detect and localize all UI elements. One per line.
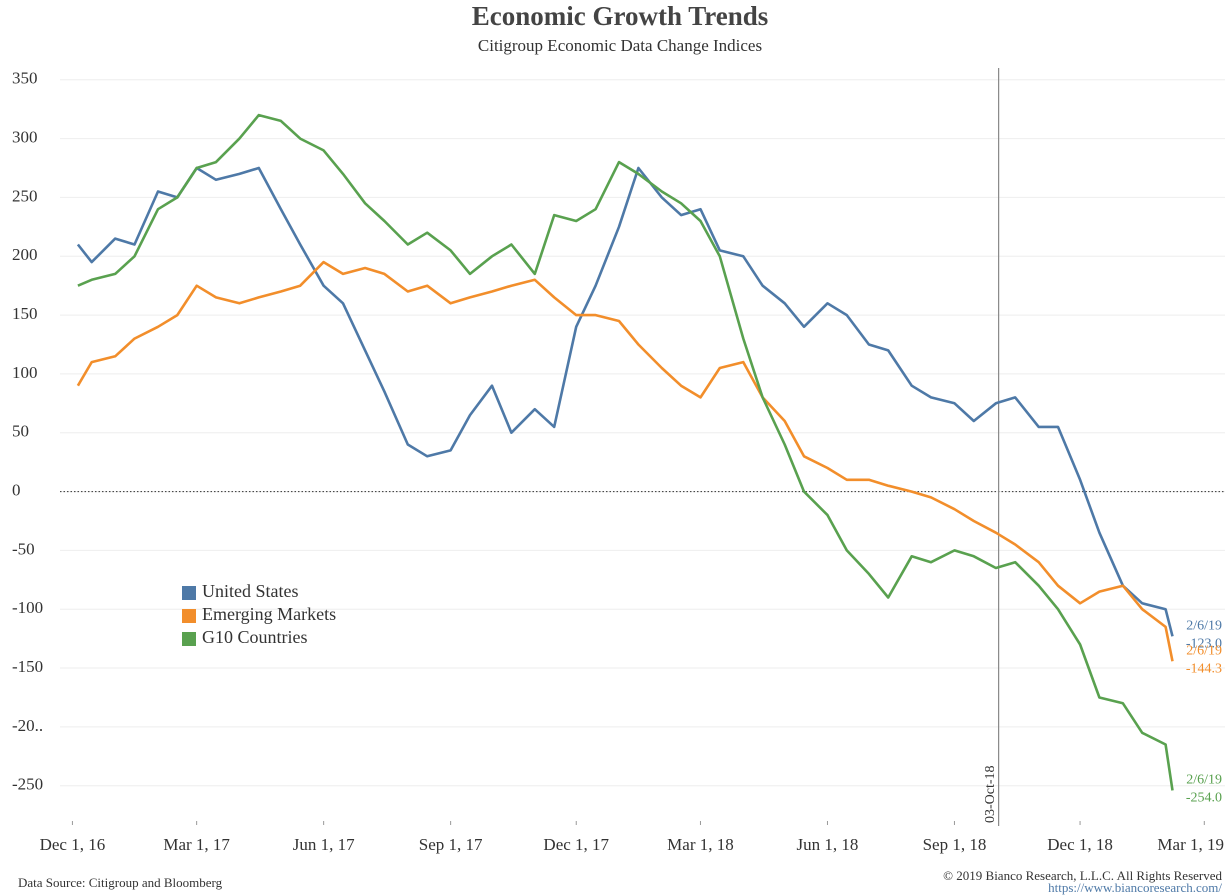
- series-line: [77, 113, 1174, 791]
- y-tick-label: -50: [12, 539, 35, 558]
- legend-swatch: [182, 632, 196, 646]
- event-label: 03-Oct-18: [983, 765, 998, 823]
- y-tick-label: 0: [12, 480, 21, 499]
- end-date-label: 2/6/19: [1186, 644, 1222, 659]
- end-date-label: 2/6/19: [1186, 773, 1222, 788]
- chart-subtitle: Citigroup Economic Data Change Indices: [478, 36, 762, 55]
- end-value-label: -144.3: [1186, 662, 1222, 677]
- x-tick-label: Dec 1, 16: [40, 835, 106, 854]
- y-tick-label: 100: [12, 363, 38, 382]
- end-value-label: -123.0: [1186, 636, 1222, 651]
- y-tick-label: 150: [12, 304, 38, 323]
- y-tick-label: -250: [12, 775, 43, 794]
- x-tick-label: Sep 1, 18: [923, 835, 987, 854]
- x-tick-label: Mar 1, 18: [667, 835, 734, 854]
- y-tick-label: 300: [12, 128, 38, 147]
- x-tick-label: Sep 1, 17: [419, 835, 483, 854]
- chart-title: Economic Growth Trends: [472, 1, 769, 31]
- series-line: [76, 166, 1174, 637]
- x-tick-label: Mar 1, 19: [1157, 835, 1224, 854]
- legend-label: Emerging Markets: [202, 604, 336, 624]
- source-note: Data Source: Citigroup and Bloomberg: [18, 875, 223, 890]
- x-tick-label: Dec 1, 18: [1047, 835, 1113, 854]
- x-tick-label: Jun 1, 17: [293, 835, 355, 854]
- legend-swatch: [182, 586, 196, 600]
- x-tick-label: Dec 1, 17: [543, 835, 609, 854]
- y-tick-label: 200: [12, 245, 38, 264]
- x-tick-label: Jun 1, 18: [797, 835, 859, 854]
- y-tick-label: -150: [12, 657, 43, 676]
- legend-label: United States: [202, 581, 299, 601]
- y-tick-label: 250: [12, 186, 38, 205]
- copyright-note: © 2019 Bianco Research, L.L.C. All Right…: [943, 868, 1222, 883]
- y-tick-label: -100: [12, 598, 43, 617]
- x-tick-label: Mar 1, 17: [163, 835, 230, 854]
- y-tick-label: 350: [12, 69, 38, 88]
- y-tick-label: 50: [12, 422, 29, 441]
- y-tick-label: -20..: [12, 716, 43, 735]
- end-value-label: -254.0: [1186, 791, 1222, 806]
- series-line: [76, 260, 1174, 662]
- end-date-label: 2/6/19: [1186, 618, 1222, 633]
- legend-label: G10 Countries: [202, 627, 308, 647]
- legend-swatch: [182, 609, 196, 623]
- source-url: https://www.biancoresearch.com/: [1048, 880, 1222, 895]
